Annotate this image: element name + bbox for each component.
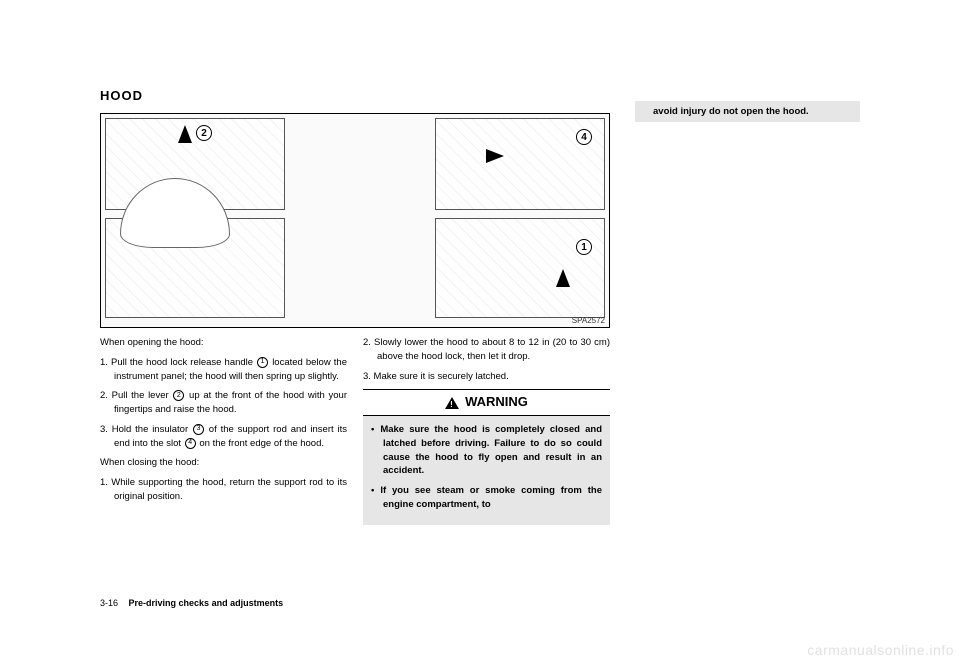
text: 1. Pull the hood lock release handle bbox=[100, 357, 256, 368]
inline-callout-1: 1 bbox=[257, 357, 268, 368]
body-columns: When opening the hood: 1. Pull the hood … bbox=[100, 336, 610, 525]
callout-2-icon: 2 bbox=[196, 125, 212, 141]
far-right-column: avoid injury do not open the hood. bbox=[635, 101, 860, 122]
warning-box: Make sure the hood is completely closed … bbox=[363, 416, 610, 525]
figure-code: SPA2572 bbox=[572, 316, 605, 325]
text: 2. Pull the lever bbox=[100, 390, 172, 401]
right-column: 2. Slowly lower the hood to about 8 to 1… bbox=[363, 336, 610, 525]
warning-label: WARNING bbox=[465, 393, 528, 412]
arrow-up-icon bbox=[178, 125, 192, 143]
closing-intro: When closing the hood: bbox=[100, 456, 347, 470]
warning-continuation: avoid injury do not open the hood. bbox=[635, 101, 860, 122]
inline-callout-2: 2 bbox=[173, 390, 184, 401]
left-column: When opening the hood: 1. Pull the hood … bbox=[100, 336, 347, 525]
inline-callout-4: 4 bbox=[185, 438, 196, 449]
text: 3. Hold the insulator bbox=[100, 424, 192, 435]
open-step-3: 3. Hold the insulator 3 of the support r… bbox=[100, 423, 347, 451]
opening-intro: When opening the hood: bbox=[100, 336, 347, 350]
chapter-title: Pre-driving checks and adjustments bbox=[129, 598, 284, 608]
warning-icon bbox=[445, 397, 459, 409]
watermark: carmanualsonline.info bbox=[807, 642, 954, 658]
warning-item-2: If you see steam or smoke coming from th… bbox=[371, 484, 602, 512]
open-step-2: 2. Pull the lever 2 up at the front of t… bbox=[100, 389, 347, 417]
arrow-right-icon bbox=[486, 149, 504, 163]
arrow-up-icon bbox=[556, 269, 570, 287]
callout-1-icon: 1 bbox=[576, 239, 592, 255]
page-footer: 3-16 Pre-driving checks and adjustments bbox=[100, 598, 283, 608]
close-step-1: 1. While supporting the hood, return the… bbox=[100, 476, 347, 504]
text: on the front edge of the hood. bbox=[197, 438, 324, 449]
close-step-2: 2. Slowly lower the hood to about 8 to 1… bbox=[363, 336, 610, 364]
figure-panel-4: 4 bbox=[435, 118, 605, 210]
page-number: 3-16 bbox=[100, 598, 118, 608]
open-step-1: 1. Pull the hood lock release handle 1 l… bbox=[100, 356, 347, 384]
hood-figure: 2 3 4 1 SPA2572 bbox=[100, 113, 610, 328]
warning-heading: WARNING bbox=[363, 389, 610, 416]
inline-callout-3: 3 bbox=[193, 424, 204, 435]
close-step-3: 3. Make sure it is securely latched. bbox=[363, 370, 610, 384]
figure-panel-1: 1 bbox=[435, 218, 605, 318]
warning-item-1: Make sure the hood is completely closed … bbox=[371, 423, 602, 478]
callout-4-icon: 4 bbox=[576, 129, 592, 145]
